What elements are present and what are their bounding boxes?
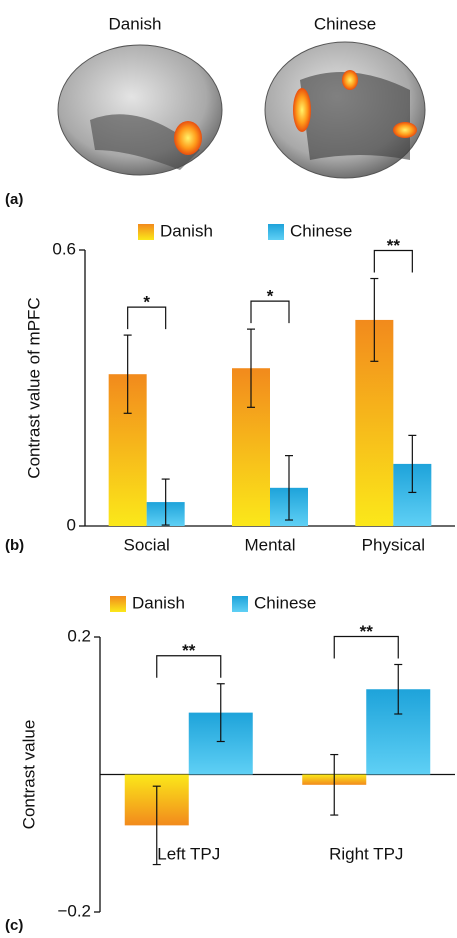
significance-label: *	[267, 287, 274, 306]
error-bar	[370, 277, 379, 362]
brain-section	[300, 72, 410, 160]
panel-label: (b)	[5, 537, 24, 554]
x-tick-label: Right TPJ	[329, 844, 403, 863]
error-bar	[394, 663, 403, 715]
legend-label: Danish	[160, 221, 213, 240]
activation	[393, 122, 417, 138]
error-bar	[152, 785, 161, 866]
activation	[293, 88, 311, 132]
error-bar	[161, 478, 170, 526]
x-tick-label: Mental	[244, 535, 295, 554]
legend-swatch	[232, 596, 248, 612]
activation	[174, 121, 202, 155]
y-axis-label: Contrast value of mPFC	[24, 297, 43, 478]
brain-images: Danish Chinese	[57, 14, 426, 179]
significance-bracket	[373, 249, 413, 273]
y-tick-label: 0.6	[52, 239, 76, 258]
legend-swatch	[138, 224, 154, 240]
significance-label: **	[360, 622, 374, 641]
error-bar	[123, 334, 132, 414]
significance-label: *	[143, 293, 150, 312]
significance-label: **	[182, 641, 196, 660]
error-bar	[408, 434, 417, 494]
y-axis-label: Contrast value	[19, 720, 38, 830]
significance-bracket	[250, 300, 290, 324]
y-tick-label: −0.2	[57, 901, 91, 920]
x-tick-label: Social	[124, 535, 170, 554]
activation	[342, 70, 358, 90]
image-label: Chinese	[314, 14, 376, 33]
brain-section	[90, 114, 200, 170]
error-bar	[247, 328, 255, 408]
error-bar	[285, 455, 293, 521]
legend-label: Chinese	[254, 593, 316, 612]
panel-label: (a)	[5, 191, 23, 208]
significance-label: **	[387, 236, 401, 255]
legend-swatch	[268, 224, 284, 240]
significance-bracket	[156, 655, 222, 678]
error-bar	[216, 683, 225, 743]
legend-swatch	[110, 596, 126, 612]
image-label: Danish	[109, 14, 162, 33]
significance-bracket	[333, 635, 399, 659]
legend-label: Chinese	[290, 221, 352, 240]
significance-bracket	[127, 306, 167, 330]
x-tick-label: Physical	[362, 535, 425, 554]
legend-label: Danish	[132, 593, 185, 612]
y-tick-label: 0	[67, 515, 76, 534]
panel-label: (c)	[5, 917, 23, 934]
x-tick-label: Left TPJ	[157, 844, 220, 863]
error-bar	[330, 753, 339, 816]
y-tick-label: 0.2	[67, 626, 91, 645]
